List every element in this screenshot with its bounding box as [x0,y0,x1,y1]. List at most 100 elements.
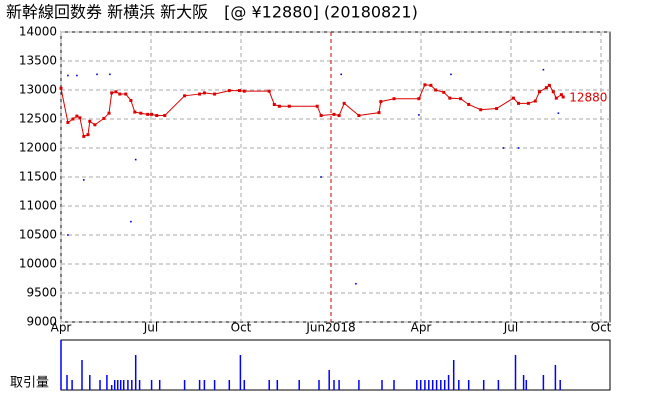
price-point [277,104,281,108]
price-point [526,101,530,105]
y-tick-label: 13500 [19,54,57,68]
quote-dot [517,147,520,149]
price-point [66,120,70,124]
price-point [133,110,137,114]
price-line [60,84,564,138]
price-point [559,93,563,97]
y-tick-label: 11500 [19,170,57,184]
price-point [467,103,471,106]
quote-dot [320,176,322,178]
quote-dot [67,234,69,236]
price-point [107,111,111,115]
price-point [139,111,143,115]
price-point [479,108,483,112]
price-point [315,104,319,108]
quote-dot [340,73,342,76]
price-point [198,92,202,96]
price-point [71,117,75,121]
price-point [146,112,150,116]
price-point [377,111,381,115]
price-point [459,97,463,101]
price-point [202,91,206,95]
quote-dot [134,158,137,161]
price-point [517,101,520,105]
x-tick-label: Oct [231,321,252,335]
price-point [93,123,97,127]
y-tick-label: 14000 [19,25,57,39]
quote-dot [83,179,85,181]
quote-dot [109,73,111,76]
quote-dot [67,74,69,77]
quote-dot [355,282,357,285]
x-tick-label: Apr [51,321,72,335]
price-point [342,101,346,105]
quote-dot [130,220,132,223]
x-tick-label: Jul [503,321,518,335]
price-point [538,90,541,94]
y-tick-label: 10000 [19,257,57,271]
x-tick-label: Oct [591,321,612,335]
y-tick-label: 9000 [26,315,57,329]
price-point [213,92,217,96]
quote-dot [96,73,98,76]
price-point [551,90,555,94]
price-point [319,114,323,118]
price-point [357,114,361,118]
price-point [227,89,231,93]
price-point [124,92,128,96]
price-point [544,86,548,90]
volume-label: 取引量 [10,376,49,391]
price-point [434,88,438,92]
y-tick-label: 12500 [19,112,57,126]
price-point [163,114,167,118]
price-point [554,96,558,100]
price-point [533,99,537,103]
price-point [495,107,499,111]
price-point [102,116,106,120]
price-point [332,112,336,116]
price-point [238,89,241,93]
price-point [379,100,383,104]
price-point [429,83,433,87]
chart-title: 新幹線回数券 新横浜 新大阪 [@ ¥12880] (20180821) [6,3,418,22]
y-tick-label: 10500 [19,228,57,242]
y-tick-label: 9500 [26,286,57,300]
price-point [267,89,271,93]
price-point [86,133,90,137]
price-point [88,119,92,123]
price-point [442,90,446,94]
quote-dot [450,73,452,76]
quote-dot [76,74,78,77]
volume-frame [60,339,611,391]
quote-dot [502,147,505,149]
price-point [114,90,118,94]
price-point [150,112,154,116]
price-point [448,96,452,100]
price-point [110,91,114,95]
price-point [423,83,427,87]
quote-dot [418,114,420,116]
x-tick-label: Apr [411,321,432,335]
price-point [129,98,133,102]
price-point [417,97,421,101]
price-point [118,92,122,96]
price-point [272,103,276,106]
price-point [511,96,515,100]
quote-dot [557,112,560,114]
price-point [392,97,396,101]
y-tick-label: 12000 [19,141,57,155]
quote-dot [542,68,545,71]
price-point [78,116,82,120]
price-point [75,114,79,118]
x-tick-label: Jul [143,321,158,335]
price-point [337,114,341,118]
y-tick-label: 11000 [19,199,57,213]
x-tick-label: Jun2018 [305,321,355,335]
price-point [59,86,63,90]
price-point [155,114,159,118]
price-point [242,89,246,93]
last-value-label: 12880 [569,90,607,104]
price-point [183,94,187,98]
